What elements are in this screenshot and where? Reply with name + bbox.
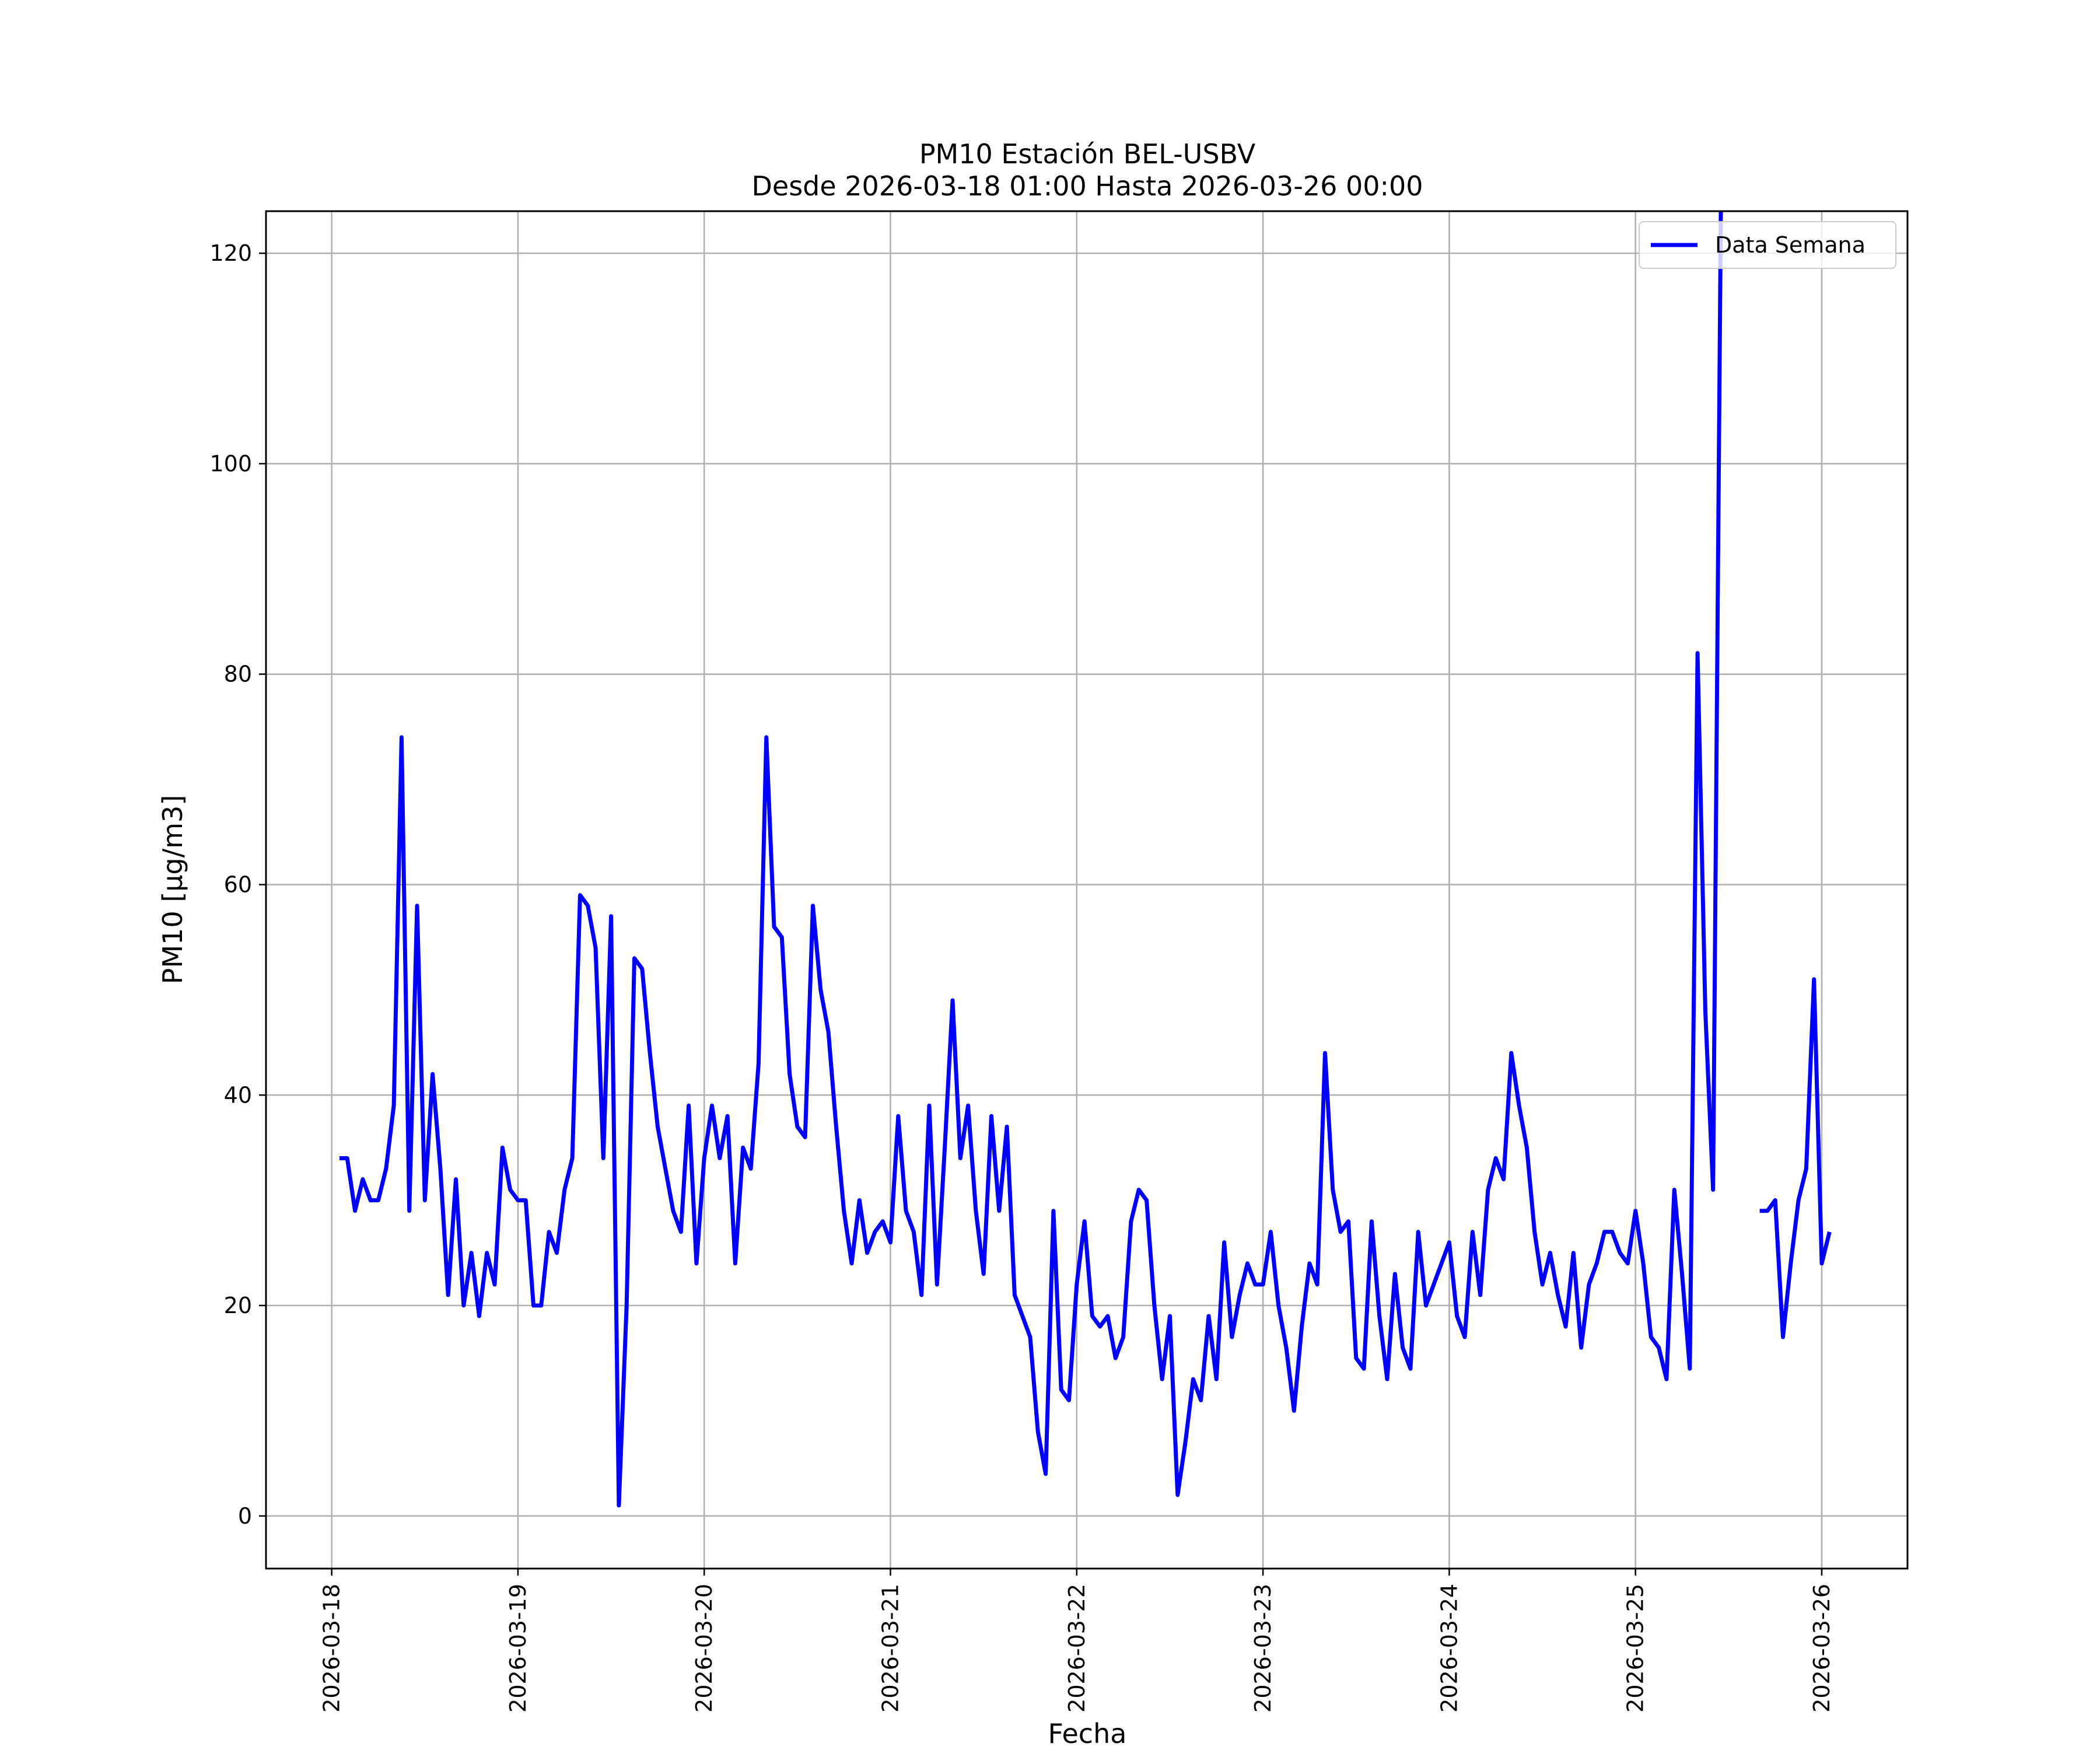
x-tick-label: 2026-03-25 <box>1623 1584 1648 1713</box>
x-tick-label: 2026-03-21 <box>878 1584 904 1713</box>
x-tick-label: 2026-03-23 <box>1250 1584 1276 1713</box>
y-tick-label: 0 <box>238 1503 252 1529</box>
x-tick-label: 2026-03-20 <box>691 1584 717 1713</box>
x-tick-label: 2026-03-22 <box>1064 1584 1090 1713</box>
plot-frame <box>265 210 1909 1570</box>
y-tick-label: 20 <box>224 1293 252 1318</box>
y-tick-label: 100 <box>209 451 252 477</box>
legend: Data Semana <box>1639 221 1896 269</box>
y-tick-label: 120 <box>209 240 252 266</box>
y-tick-label: 60 <box>224 872 252 897</box>
x-tick-label: 2026-03-26 <box>1809 1584 1835 1713</box>
y-tick-label: 40 <box>224 1082 252 1108</box>
grid-layer <box>266 211 1908 1569</box>
y-axis-label: PM10 [μg/m3] <box>157 795 188 985</box>
x-tick-label: 2026-03-18 <box>319 1584 345 1713</box>
series-layer <box>339 211 1832 1508</box>
x-axis-label: Fecha <box>1048 1718 1127 1749</box>
x-tick-label: 2026-03-19 <box>505 1584 531 1713</box>
chart-subtitle: Desde 2026-03-18 01:00 Hasta 2026-03-26 … <box>751 170 1423 202</box>
legend-label: Data Semana <box>1715 232 1866 258</box>
chart-title: PM10 Estación BEL-USBV <box>919 138 1256 170</box>
legend-box <box>1639 221 1896 269</box>
x-tick-label: 2026-03-24 <box>1436 1584 1462 1713</box>
x-axis: 2026-03-18 2026-03-19 2026-03-20 2026-03-21… <box>319 1569 1835 1713</box>
series-line-0 <box>339 211 1832 1508</box>
y-tick-label: 80 <box>224 662 252 687</box>
y-axis: 0 20 40 60 80 100 120 <box>209 240 266 1529</box>
